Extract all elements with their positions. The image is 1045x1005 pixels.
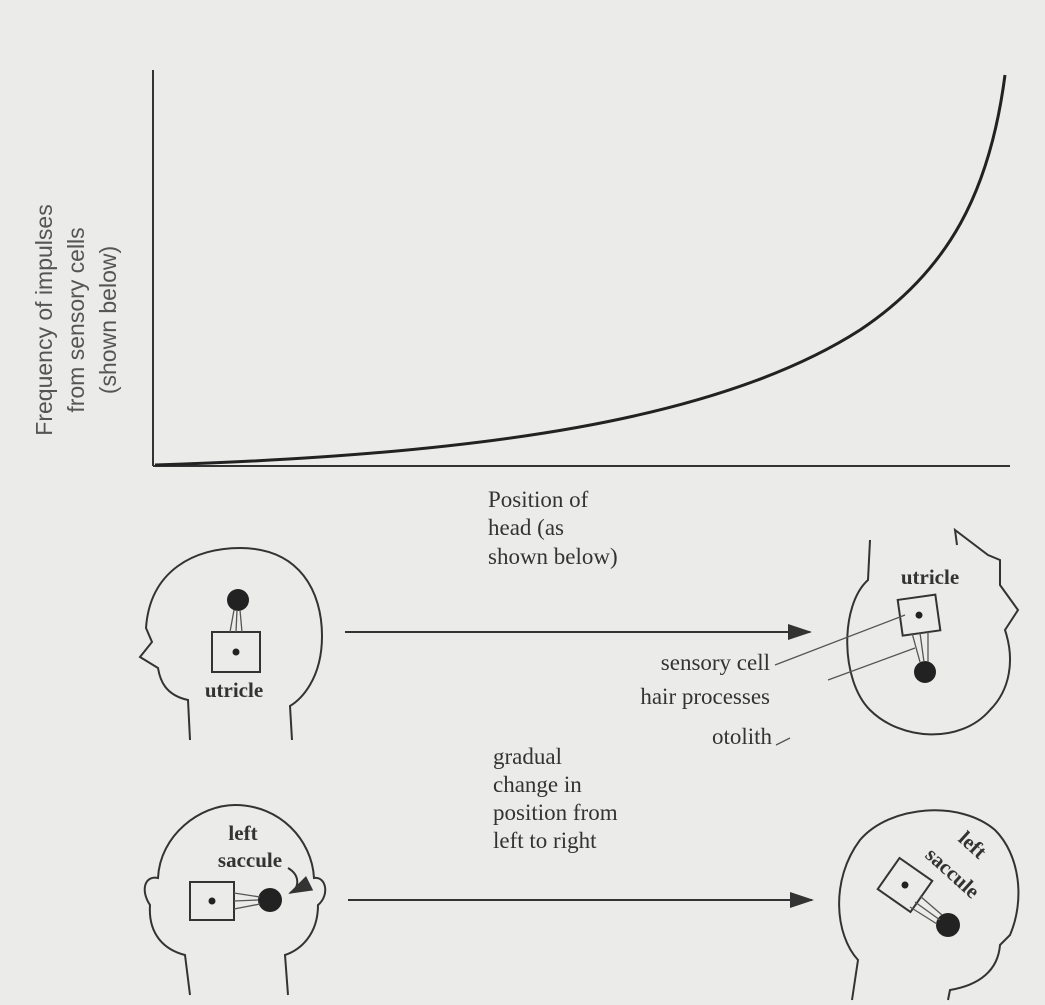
saccule-label: saccule (218, 848, 282, 872)
utricle-label: utricle (901, 565, 959, 589)
utricle-head-left: utricle (138, 546, 324, 741)
caption: gradual change in position from left to … (493, 744, 618, 853)
caption-line: gradual (493, 744, 562, 769)
utricle-head-right: utricle (774, 527, 1020, 746)
y-axis-label: Frequency of impulses (31, 204, 57, 435)
sensory-cell-label: sensory cell (661, 650, 770, 675)
caption-line: position from (493, 800, 618, 825)
utricle-label: utricle (205, 678, 263, 702)
saccule-label: left (228, 821, 257, 845)
y-axis-label: (shown below) (95, 246, 121, 394)
saccule-head-left: left saccule (143, 803, 327, 996)
otolith-label: otolith (712, 724, 773, 749)
caption-line: change in (493, 772, 582, 797)
x-axis-label: Position of (488, 487, 589, 512)
caption-line: left to right (493, 828, 597, 853)
curve (154, 74, 1007, 467)
hair-processes-label: hair processes (640, 684, 770, 709)
graph: Frequency of impulses from sensory cells… (31, 70, 1010, 569)
y-axis-label: from sensory cells (63, 227, 89, 412)
x-axis-label: head (as (488, 515, 564, 540)
x-axis-label: shown below) (488, 544, 618, 569)
